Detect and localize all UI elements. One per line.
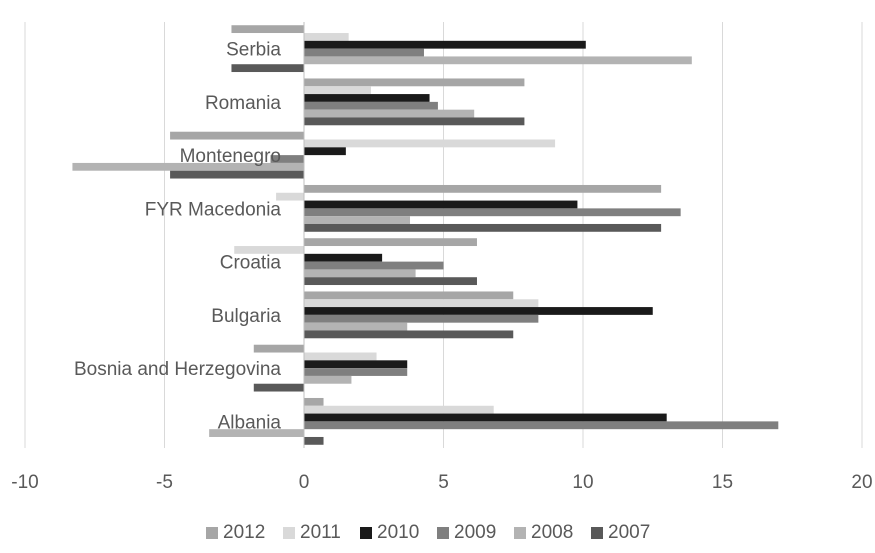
bar-2009-albania: [304, 421, 779, 430]
category-label: Albania: [218, 412, 282, 433]
bar-2007-fyr-macedonia: [304, 223, 662, 232]
bar-2007-serbia: [231, 64, 304, 73]
category-label: Bosnia and Herzegovina: [74, 359, 281, 380]
bar-2009-fyr-macedonia: [304, 208, 681, 217]
category-label: Romania: [205, 93, 281, 114]
bar-2010-romania: [304, 94, 430, 102]
bar-2008-albania: [209, 429, 304, 437]
x-tick-label: -5: [156, 472, 173, 493]
bar-2008-bosnia-and-herzegovina: [304, 375, 352, 384]
bar-2011-fyr-macedonia: [276, 192, 304, 201]
bar-2009-romania: [304, 101, 438, 110]
bar-2010-montenegro: [304, 147, 346, 156]
category-label: FYR Macedonia: [145, 199, 282, 220]
bar-2011-croatia: [234, 246, 304, 254]
bar-2009-serbia: [304, 48, 424, 57]
bar-2012-bosnia-and-herzegovina: [253, 344, 304, 353]
x-tick-label: 5: [438, 472, 449, 493]
x-tick-label: 20: [851, 472, 872, 493]
legend-label: 2011: [300, 522, 341, 543]
bar-2010-croatia: [304, 253, 383, 262]
bar-2012-albania: [304, 397, 324, 406]
x-tick-label: -10: [11, 472, 38, 493]
legend-label: 2009: [454, 522, 496, 543]
x-tick-label: 15: [712, 472, 733, 493]
bar-2011-bosnia-and-herzegovina: [304, 352, 377, 361]
category-label: Croatia: [220, 253, 282, 274]
bar-2007-albania: [304, 436, 324, 445]
bar-2009-montenegro: [270, 155, 304, 163]
legend-swatch-2008: [514, 527, 526, 539]
bar-2007-bosnia-and-herzegovina: [253, 383, 304, 392]
bar-2008-serbia: [304, 56, 692, 65]
bar-2007-montenegro: [170, 170, 304, 179]
bar-2012-serbia: [231, 25, 304, 34]
bar-2008-fyr-macedonia: [304, 216, 411, 224]
bar-2012-bulgaria: [304, 291, 514, 300]
bar-2010-fyr-macedonia: [304, 200, 578, 209]
bar-2009-bulgaria: [304, 314, 539, 323]
bar-2007-romania: [304, 117, 525, 126]
legend: 2012 2011 2010 2009 2008 2007: [206, 522, 650, 543]
legend-swatch-2009: [437, 527, 449, 539]
bar-2011-romania: [304, 86, 371, 95]
bar-2010-albania: [304, 413, 667, 422]
bar-2008-bulgaria: [304, 322, 408, 331]
legend-label: 2007: [608, 522, 650, 543]
bar-2007-bulgaria: [304, 330, 514, 339]
x-tick-label: 10: [572, 472, 593, 493]
category-label: Bulgaria: [211, 306, 281, 327]
legend-swatch-2012: [206, 527, 218, 539]
bar-2008-montenegro: [72, 162, 305, 171]
legend-swatch-2011: [283, 527, 295, 539]
bar-2012-montenegro: [170, 131, 304, 140]
bar-2009-croatia: [304, 261, 444, 270]
bar-2010-bulgaria: [304, 307, 653, 315]
x-tick-labels: -10 -5 0 5 10 15 20: [11, 472, 872, 493]
bar-2009-bosnia-and-herzegovina: [304, 368, 408, 376]
legend-label: 2008: [531, 522, 573, 543]
legend-label: 2010: [377, 522, 419, 543]
bar-2011-serbia: [304, 33, 349, 41]
bars: [72, 25, 779, 445]
bar-2011-montenegro: [304, 139, 556, 148]
bar-2011-bulgaria: [304, 299, 539, 308]
category-label: Serbia: [226, 40, 281, 61]
bar-2012-croatia: [304, 238, 477, 247]
bar-2010-bosnia-and-herzegovina: [304, 360, 408, 369]
bar-2012-romania: [304, 78, 525, 87]
bar-2008-croatia: [304, 269, 416, 278]
legend-swatch-2010: [360, 527, 372, 539]
x-tick-label: 0: [299, 472, 310, 493]
category-labels: Albania Bosnia and Herzegovina Bulgaria Cro…: [74, 40, 281, 434]
legend-label: 2012: [223, 522, 265, 543]
bar-2012-fyr-macedonia: [304, 184, 662, 193]
category-label: Montenegro: [180, 146, 281, 167]
legend-swatch-2007: [591, 527, 603, 539]
bar-2011-albania: [304, 405, 494, 414]
bar-2010-serbia: [304, 40, 586, 49]
bar-2007-croatia: [304, 277, 477, 286]
bar-2008-romania: [304, 109, 475, 118]
